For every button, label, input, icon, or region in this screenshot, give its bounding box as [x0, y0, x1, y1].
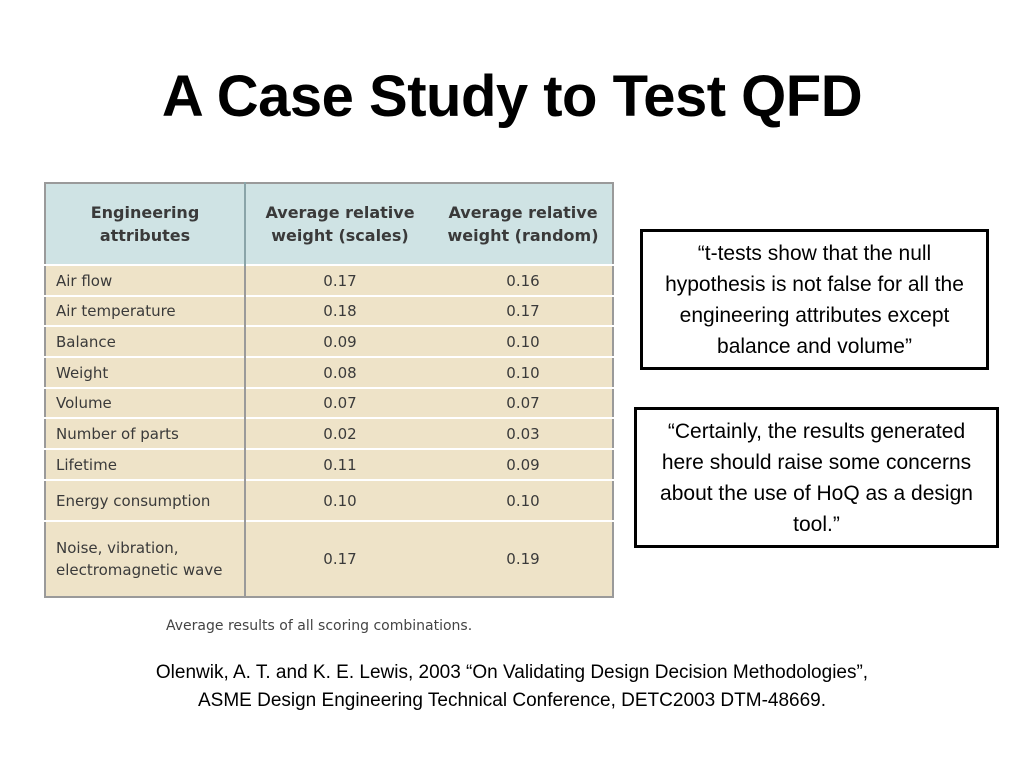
- table-row: Weight 0.08 0.10: [45, 356, 613, 388]
- table-row: Number of parts 0.02 0.03: [45, 417, 613, 449]
- attribute-cell: Weight: [45, 356, 246, 388]
- random-cell: 0.19: [434, 520, 613, 597]
- attribute-cell: Lifetime: [45, 448, 246, 480]
- attribute-line2: electromagnetic wave: [56, 561, 223, 579]
- random-cell: 0.03: [434, 417, 613, 449]
- header-col3-line1: Average relative: [448, 203, 598, 222]
- scales-cell: 0.08: [245, 356, 434, 388]
- scales-cell: 0.10: [245, 479, 434, 521]
- attributes-table-container: Engineering attributes Average relative …: [44, 182, 614, 598]
- scales-cell: 0.02: [245, 417, 434, 449]
- header-col2-line1: Average relative: [265, 203, 415, 222]
- table-row: Volume 0.07 0.07: [45, 387, 613, 418]
- random-cell: 0.17: [434, 295, 613, 326]
- scales-cell: 0.11: [245, 448, 434, 480]
- scales-cell: 0.18: [245, 295, 434, 326]
- header-col2-line2: weight (scales): [271, 226, 409, 245]
- slide-title: A Case Study to Test QFD: [161, 64, 863, 129]
- attribute-cell: Number of parts: [45, 417, 246, 449]
- attribute-cell: Air temperature: [45, 295, 246, 326]
- table-row: Energy consumption 0.10 0.10: [45, 479, 613, 521]
- random-cell: 0.07: [434, 387, 613, 418]
- table-caption: Average results of all scoring combinati…: [166, 618, 473, 634]
- attribute-cell: Noise, vibration, electromagnetic wave: [45, 520, 246, 597]
- table-row: Balance 0.09 0.10: [45, 325, 613, 357]
- random-cell: 0.16: [434, 264, 613, 296]
- table-row: Air flow 0.17 0.16: [45, 264, 613, 296]
- table-row: Noise, vibration, electromagnetic wave 0…: [45, 520, 613, 597]
- scales-cell: 0.17: [245, 520, 434, 597]
- header-col1-line2: attributes: [99, 226, 191, 245]
- attribute-cell: Energy consumption: [45, 479, 246, 521]
- random-cell: 0.10: [434, 356, 613, 388]
- attribute-cell: Air flow: [45, 264, 246, 296]
- header-col1-line1: Engineering: [90, 203, 200, 222]
- header-col3-line2: weight (random): [447, 226, 599, 245]
- citation-line2: ASME Design Engineering Technical Confer…: [197, 690, 827, 711]
- header-weight-scales: Average relative weight (scales): [245, 183, 434, 265]
- table-header-row: Engineering attributes Average relative …: [45, 183, 613, 265]
- quote-box-ttests: “t-tests show that the null hypothesis i…: [640, 229, 989, 370]
- scales-cell: 0.07: [245, 387, 434, 418]
- scales-cell: 0.09: [245, 325, 434, 357]
- attribute-cell: Volume: [45, 387, 246, 418]
- random-cell: 0.10: [434, 479, 613, 521]
- table-row: Lifetime 0.11 0.09: [45, 448, 613, 480]
- scales-cell: 0.17: [245, 264, 434, 296]
- attribute-cell: Balance: [45, 325, 246, 357]
- attribute-line1: Noise, vibration,: [56, 539, 179, 557]
- attributes-table: Engineering attributes Average relative …: [44, 182, 614, 598]
- header-engineering-attributes: Engineering attributes: [45, 183, 246, 265]
- random-cell: 0.09: [434, 448, 613, 480]
- quote-box-concerns: “Certainly, the results generated here s…: [634, 407, 999, 548]
- random-cell: 0.10: [434, 325, 613, 357]
- citation: Olenwik, A. T. and K. E. Lewis, 2003 “On…: [0, 659, 1024, 715]
- citation-line1: Olenwik, A. T. and K. E. Lewis, 2003 “On…: [155, 662, 869, 683]
- table-row: Air temperature 0.18 0.17: [45, 295, 613, 326]
- header-weight-random: Average relative weight (random): [434, 183, 613, 265]
